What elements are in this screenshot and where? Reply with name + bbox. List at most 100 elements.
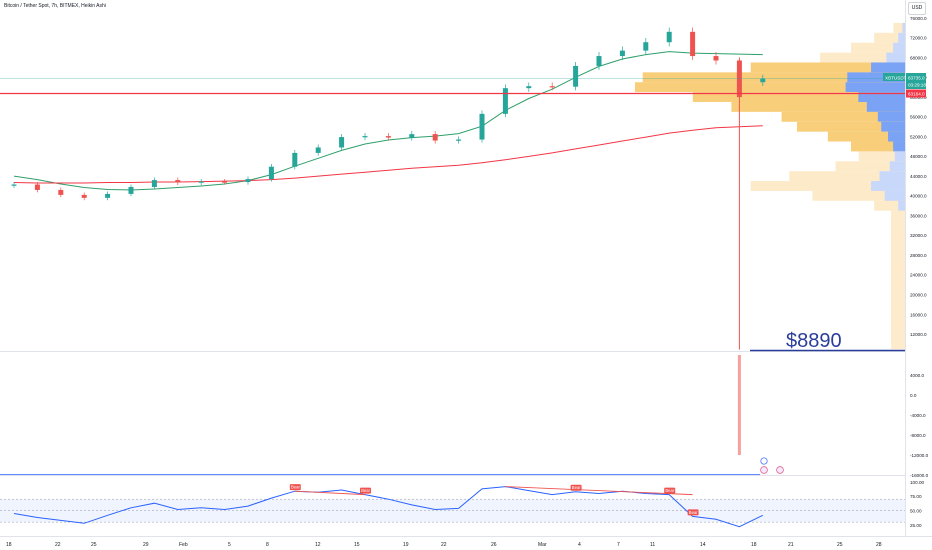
volume-profile-bar-buy <box>881 121 905 132</box>
volume-profile-bar-buy <box>858 92 905 102</box>
time-tick-label: 26 <box>491 542 497 548</box>
bear-divergence-line <box>505 486 693 496</box>
volume-profile-tail-bar <box>891 220 905 231</box>
candle-body <box>315 147 321 153</box>
volume-profile-tail-bar <box>891 309 905 320</box>
volume-profile-tail-bar <box>891 250 905 261</box>
volume-profile-bar-buy <box>884 190 905 201</box>
last-price-label: 63735.0 <box>908 75 925 80</box>
bear-label-bg <box>570 484 582 491</box>
rsi-tick-label: 25.00 <box>910 523 922 528</box>
volume-profile <box>635 22 905 350</box>
volume-profile-bar <box>851 141 905 152</box>
candle-body <box>690 31 696 57</box>
candle-body <box>151 180 157 187</box>
candle-body <box>34 184 40 190</box>
time-tick-label: 29 <box>143 542 149 548</box>
candle-body <box>292 152 298 167</box>
candle-body <box>58 189 64 195</box>
flag-marker-icon[interactable] <box>776 466 784 474</box>
countdown-label: 03:29:18 <box>908 82 926 87</box>
candle-body <box>268 166 274 180</box>
bear-label-bg <box>360 487 371 494</box>
candle-body <box>432 134 438 141</box>
osc-tick-label: -12000.0 <box>910 453 929 458</box>
event-marker-icon[interactable] <box>760 457 768 465</box>
candle-body <box>385 136 391 138</box>
osc-tick-label: -16000.0 <box>910 473 929 478</box>
volume-profile-bar-buy <box>888 131 905 142</box>
candlesticks <box>11 27 766 350</box>
candle-body <box>128 186 134 194</box>
volume-profile-bar-buy <box>893 42 905 53</box>
volume-profile-bar-buy <box>893 141 905 152</box>
candle-body <box>643 42 649 51</box>
time-tick-label: 7 <box>617 542 620 548</box>
volume-profile-tail-bar <box>891 270 905 280</box>
volume-profile-bar <box>812 190 905 201</box>
bear-label: Bear <box>689 510 698 515</box>
currency-button[interactable]: USD <box>908 2 926 15</box>
volume-profile-bar <box>874 32 905 43</box>
candle-body <box>502 88 508 114</box>
volume-profile-bar <box>797 121 905 132</box>
time-tick-label: 15 <box>354 542 360 548</box>
candle-body <box>456 139 462 141</box>
volume-profile-bar-buy <box>886 52 905 63</box>
time-tick-label: 21 <box>788 542 794 548</box>
volume-profile-bar-buy <box>847 72 905 83</box>
volume-profile-bar-buy <box>894 151 905 162</box>
bear-label: Bear <box>291 485 300 490</box>
volume-profile-tail-bar <box>891 260 905 270</box>
bear-label: Bear <box>572 485 581 490</box>
flag-marker-icon[interactable] <box>760 466 768 474</box>
price-tick-label: 52000.0 <box>910 134 927 139</box>
rsi-pane: Bear Bear Bear Bear Bear <box>0 484 905 528</box>
candle-body <box>409 134 415 138</box>
volume-profile-bar <box>851 42 905 53</box>
time-tick-label: 12 <box>315 542 321 548</box>
time-tick-label: 14 <box>700 542 706 548</box>
candle-body <box>549 86 555 88</box>
volume-profile-bar <box>731 102 905 112</box>
volume-profile-bar <box>893 22 905 33</box>
volume-profile-tail-bar <box>891 299 905 310</box>
candle-body <box>175 180 181 183</box>
time-tick-label: 18 <box>751 542 757 548</box>
rsi-line <box>13 486 764 528</box>
volume-profile-bar <box>692 92 905 102</box>
price-tick-label: 76000.0 <box>910 16 927 21</box>
volume-profile-bar <box>635 82 905 93</box>
time-tick-label: 5 <box>228 542 231 548</box>
volume-profile-bar-buy <box>889 161 905 172</box>
candle-body <box>760 78 766 83</box>
candle-body <box>736 60 742 98</box>
time-tick-label: 19 <box>403 542 409 548</box>
osc-tick-label: -4000.0 <box>910 413 926 418</box>
rsi-tick-label: 100.00 <box>910 480 924 485</box>
low-price-annotation: $8890 <box>786 330 842 352</box>
time-tick-label: Mar <box>538 542 547 548</box>
time-tick-label: Feb <box>179 542 188 548</box>
price-tick-label: 40000.0 <box>910 194 927 199</box>
candle-body <box>245 179 251 183</box>
price-tick-label: 20000.0 <box>910 293 927 298</box>
rsi-tick-label: 50.00 <box>910 508 922 513</box>
bear-label-bg <box>289 484 301 491</box>
price-tick-label: 36000.0 <box>910 213 927 218</box>
volume-profile-bar-buy <box>877 111 905 122</box>
osc-tick-label: 4000.0 <box>910 373 924 378</box>
volume-profile-bar <box>858 151 905 162</box>
volume-profile-bar <box>750 62 905 73</box>
ticker-label-bg <box>883 73 905 81</box>
bear-divergence-line <box>294 490 366 496</box>
time-tick-label: 18 <box>6 542 12 548</box>
bear-label-bg <box>664 487 676 494</box>
candle-body <box>198 181 204 183</box>
volume-profile-bar <box>835 161 905 172</box>
candle-body <box>596 56 602 66</box>
time-tick-label: 28 <box>876 542 882 548</box>
volume-profile-tail-bar <box>891 210 905 221</box>
volume-profile-tail-bar <box>891 279 905 290</box>
